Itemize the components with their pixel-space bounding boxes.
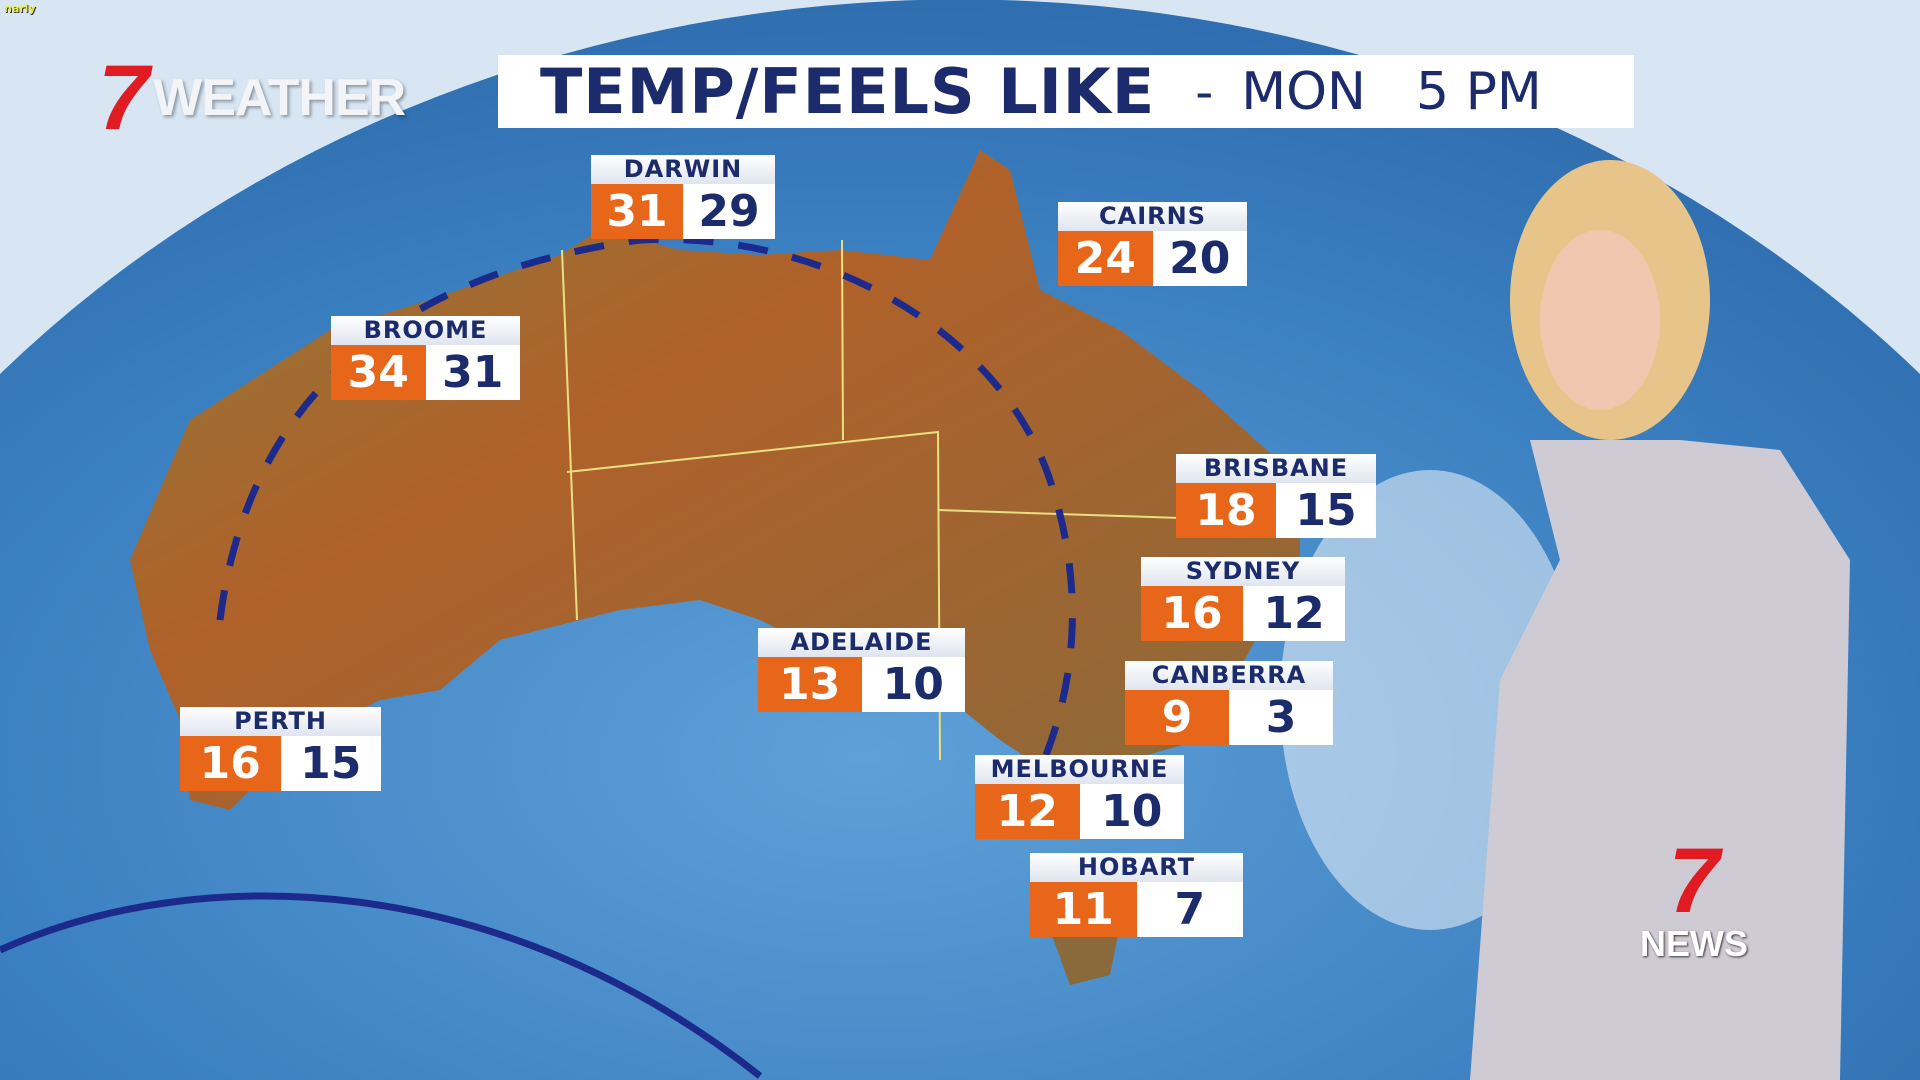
city-name: DARWIN: [591, 155, 775, 184]
feels-like-value: 7: [1136, 882, 1243, 937]
city-adelaide: ADELAIDE 13 10: [758, 628, 965, 712]
city-name: BROOME: [331, 316, 520, 345]
city-sydney: SYDNEY 16 12: [1141, 557, 1345, 641]
city-name: HOBART: [1030, 853, 1243, 882]
temp-value: 11: [1030, 882, 1137, 937]
feels-like-value: 10: [1079, 784, 1184, 839]
logo-word: WEATHER: [153, 69, 406, 127]
feels-like-value: 10: [861, 657, 965, 712]
city-name: BRISBANE: [1176, 454, 1376, 483]
australia-landmass: [130, 150, 1300, 810]
city-broome: BROOME 34 31: [331, 316, 520, 400]
city-name: SYDNEY: [1141, 557, 1345, 586]
feels-like-value: 31: [425, 345, 520, 400]
title-separator: -: [1195, 62, 1214, 121]
city-name: PERTH: [180, 707, 381, 736]
cold-front: [0, 892, 763, 1079]
temp-value: 24: [1058, 231, 1153, 286]
city-perth: PERTH 16 15: [180, 707, 381, 791]
overlay-tag: narly: [4, 2, 36, 15]
feels-like-value: 15: [280, 736, 381, 791]
temp-value: 34: [331, 345, 426, 400]
city-hobart: HOBART 11 7: [1030, 853, 1243, 937]
temp-value: 18: [1176, 483, 1276, 538]
city-melbourne: MELBOURNE 12 10: [975, 755, 1184, 839]
temp-value: 13: [758, 657, 862, 712]
weather-front-trough: [216, 235, 1076, 772]
presenter: [1470, 160, 1850, 1080]
city-darwin: DARWIN 31 29: [591, 155, 775, 239]
temp-value: 16: [1141, 586, 1243, 641]
city-name: CANBERRA: [1125, 661, 1333, 690]
logo-number: 7: [98, 47, 150, 149]
temp-value: 9: [1125, 690, 1229, 745]
title-main: TEMP/FEELS LIKE: [540, 55, 1156, 128]
title-time: 5 PM: [1415, 61, 1542, 122]
temp-value: 16: [180, 736, 281, 791]
title-day: MON: [1241, 61, 1366, 122]
city-canberra: CANBERRA 9 3: [1125, 661, 1333, 745]
city-name: ADELAIDE: [758, 628, 965, 657]
title-bar: TEMP/FEELS LIKE - MON 5 PM: [498, 55, 1634, 128]
7-news-logo: 7 NEWS: [1640, 830, 1748, 965]
city-name: MELBOURNE: [975, 755, 1184, 784]
temp-value: 12: [975, 784, 1080, 839]
7-weather-logo: 7 WEATHER: [98, 47, 406, 149]
tasmania: [1050, 925, 1120, 985]
feels-like-value: 3: [1229, 690, 1333, 745]
feels-like-value: 20: [1152, 231, 1247, 286]
feels-like-value: 15: [1276, 483, 1376, 538]
city-name: CAIRNS: [1058, 202, 1247, 231]
news-logo-number: 7: [1668, 830, 1720, 932]
temp-value: 31: [591, 184, 683, 239]
feels-like-value: 29: [683, 184, 775, 239]
city-brisbane: BRISBANE 18 15: [1176, 454, 1376, 538]
city-cairns: CAIRNS 24 20: [1058, 202, 1247, 286]
feels-like-value: 12: [1243, 586, 1345, 641]
news-logo-word: NEWS: [1640, 922, 1748, 964]
